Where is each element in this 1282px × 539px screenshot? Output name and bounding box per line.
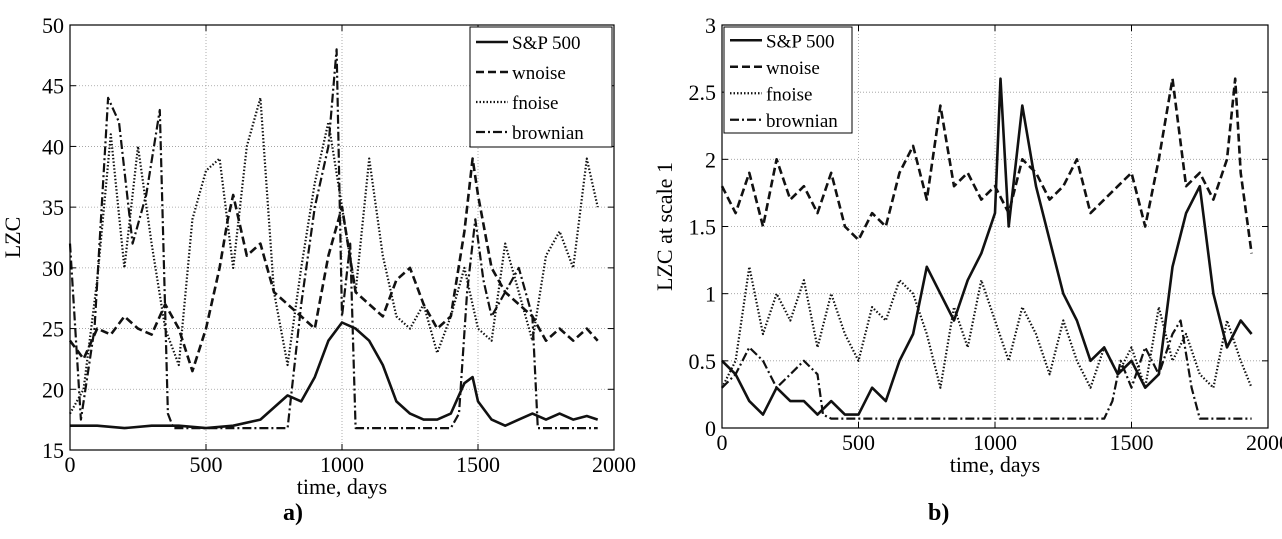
x-tick-label: 500 [190, 452, 223, 477]
y-tick-label: 25 [42, 317, 64, 342]
y-tick-label: 35 [42, 195, 64, 220]
series-line-wnoise [68, 157, 599, 373]
x-tick-label: 0 [717, 430, 728, 455]
y-tick-label: 40 [42, 134, 64, 159]
y-tick-label: 50 [42, 13, 64, 38]
x-tick-label: 500 [842, 430, 875, 455]
y-axis-label: LZC at scale 1 [652, 162, 677, 291]
legend-label: brownian [766, 111, 838, 132]
series-line-brownian [721, 319, 1252, 420]
chart-panel-a: 0 500 1000 1500 2000 15 20 25 30 35 40 45 50 time, da… [0, 13, 636, 499]
y-tick-label: 0.5 [689, 349, 717, 374]
y-tick-label: 15 [42, 438, 64, 463]
x-tick-label: 2000 [1246, 430, 1282, 455]
x-axis-label: time, days [297, 474, 387, 499]
x-tick-label: 1000 [320, 452, 364, 477]
legend-label: wnoise [766, 58, 820, 79]
legend-label: brownian [512, 123, 584, 144]
y-tick-label: 1.5 [689, 215, 717, 240]
series-line-brownian [68, 48, 598, 430]
legend-label: wnoise [512, 63, 566, 84]
panel-label-a: a) [283, 500, 303, 526]
y-tick-label: 2 [705, 147, 716, 172]
y-axis-label: LZC [0, 217, 25, 259]
legend-box [469, 26, 613, 148]
y-tick-label: 1 [705, 282, 716, 307]
legend-label: fnoise [766, 84, 812, 105]
y-tick-label: 2.5 [689, 80, 717, 105]
x-tick-label: 2000 [592, 452, 636, 477]
legend-label: S&P 500 [512, 33, 580, 54]
legend: S&P 500 wnoise fnoise brownian [469, 26, 613, 148]
y-tick-label: 3 [705, 13, 716, 38]
legend-box [723, 26, 853, 134]
x-tick-label: 1500 [1110, 430, 1154, 455]
x-tick-label: 1500 [456, 452, 500, 477]
series-line-s-p-500 [721, 77, 1253, 416]
y-tick-label: 30 [42, 256, 64, 281]
legend-label: S&P 500 [766, 31, 834, 52]
legend-label: fnoise [512, 93, 558, 114]
series-line-fnoise [69, 96, 599, 415]
panel-label-b: b) [928, 500, 950, 526]
series-line-wnoise [720, 77, 1253, 254]
chart-panel-b: 0 500 1000 1500 2000 0 0.5 1 1.5 2 2.5 3 time, days L… [652, 13, 1282, 477]
y-tick-label: 20 [42, 377, 64, 402]
series-line-fnoise [721, 265, 1253, 389]
x-tick-label: 0 [65, 452, 76, 477]
y-tick-label: 45 [42, 74, 64, 99]
x-axis-label: time, days [950, 452, 1040, 477]
x-tick-label: 1000 [973, 430, 1017, 455]
series-line-s-p-500 [70, 321, 599, 430]
y-tick-label: 0 [705, 416, 716, 441]
legend: S&P 500 wnoise fnoise brownian [723, 26, 853, 134]
